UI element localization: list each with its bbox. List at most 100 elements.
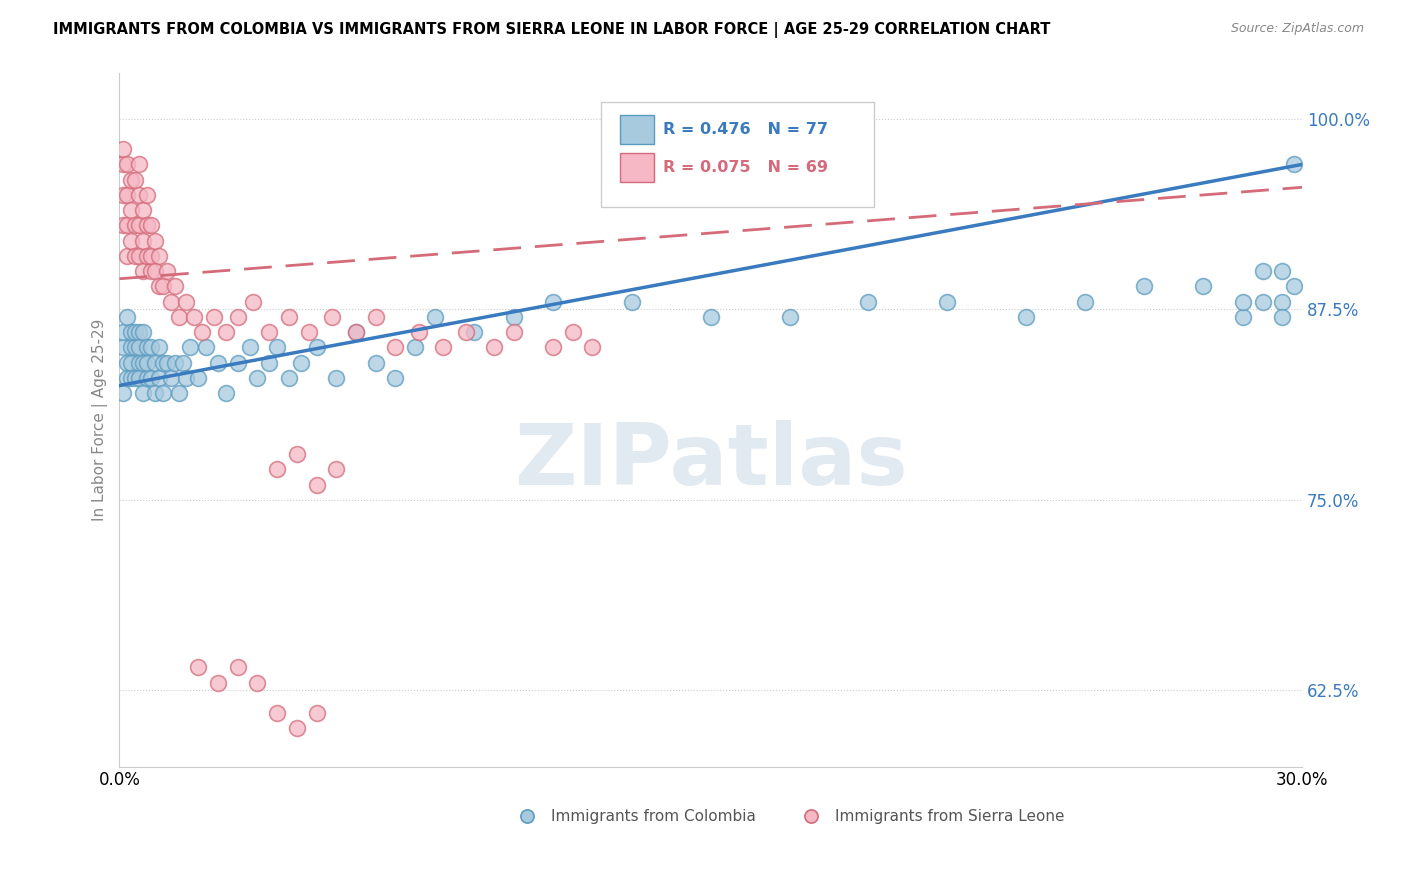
Text: IMMIGRANTS FROM COLOMBIA VS IMMIGRANTS FROM SIERRA LEONE IN LABOR FORCE | AGE 25: IMMIGRANTS FROM COLOMBIA VS IMMIGRANTS F… (53, 22, 1050, 38)
Text: R = 0.476   N = 77: R = 0.476 N = 77 (664, 121, 828, 136)
Point (561, 325, 583, 339)
FancyBboxPatch shape (620, 153, 654, 182)
Point (257, 355, 280, 369)
Point (120, 325, 142, 339)
FancyBboxPatch shape (600, 102, 875, 207)
Point (1271, 264, 1294, 278)
Point (305, 340, 328, 354)
Point (136, 249, 159, 263)
Point (1015, 310, 1038, 324)
Point (163, 279, 186, 293)
Point (148, 371, 170, 385)
Point (305, 706, 328, 721)
Point (128, 188, 150, 202)
Point (148, 340, 170, 354)
Point (1282, 279, 1305, 293)
Point (139, 249, 162, 263)
Point (132, 355, 155, 369)
Point (246, 675, 269, 690)
Point (112, 340, 135, 354)
Point (285, 447, 308, 461)
Point (1133, 279, 1156, 293)
Point (423, 310, 446, 324)
Point (128, 219, 150, 233)
Point (384, 340, 406, 354)
Point (128, 355, 150, 369)
Point (1251, 294, 1274, 309)
Point (620, 294, 643, 309)
Point (1232, 294, 1254, 309)
Point (132, 234, 155, 248)
Point (384, 371, 406, 385)
Point (112, 157, 135, 171)
Point (191, 325, 214, 339)
Point (1251, 264, 1274, 278)
Text: Immigrants from Sierra Leone: Immigrants from Sierra Leone (835, 809, 1064, 824)
Point (179, 340, 201, 354)
Point (112, 219, 135, 233)
Point (266, 340, 288, 354)
Point (226, 310, 249, 324)
Point (132, 203, 155, 218)
Point (344, 325, 367, 339)
Point (936, 294, 959, 309)
Point (143, 264, 166, 278)
Point (148, 249, 170, 263)
Point (207, 355, 229, 369)
Point (404, 340, 426, 354)
Point (139, 371, 162, 385)
Point (1271, 294, 1294, 309)
Point (1074, 294, 1097, 309)
Y-axis label: In Labor Force | Age 25-29: In Labor Force | Age 25-29 (93, 318, 108, 521)
Point (117, 219, 139, 233)
Point (136, 188, 159, 202)
Point (278, 310, 301, 324)
Point (143, 234, 166, 248)
Point (136, 340, 159, 354)
Text: R = 0.075   N = 69: R = 0.075 N = 69 (664, 160, 828, 175)
Point (325, 462, 347, 476)
Point (120, 371, 142, 385)
Point (298, 325, 321, 339)
Point (117, 355, 139, 369)
Point (246, 371, 269, 385)
Point (187, 660, 209, 674)
Point (408, 325, 430, 339)
Point (159, 294, 181, 309)
Point (128, 371, 150, 385)
Point (207, 675, 229, 690)
Point (117, 310, 139, 324)
Point (112, 188, 135, 202)
Point (156, 355, 179, 369)
Point (120, 355, 142, 369)
Point (432, 340, 454, 354)
Point (176, 371, 198, 385)
Point (136, 355, 159, 369)
Point (117, 157, 139, 171)
Point (321, 310, 343, 324)
Point (128, 325, 150, 339)
Point (364, 355, 387, 369)
Point (581, 340, 603, 354)
Text: ZIPatlas: ZIPatlas (513, 420, 908, 503)
Point (176, 294, 198, 309)
Point (482, 340, 505, 354)
Point (285, 722, 308, 736)
Point (159, 371, 181, 385)
Point (124, 371, 146, 385)
Point (124, 340, 146, 354)
Point (128, 157, 150, 171)
Point (112, 142, 135, 156)
Point (364, 310, 387, 324)
Point (226, 660, 249, 674)
Point (163, 355, 186, 369)
Point (128, 340, 150, 354)
Point (132, 386, 155, 401)
Point (1232, 310, 1254, 324)
Point (541, 294, 564, 309)
Point (112, 325, 135, 339)
Point (120, 340, 142, 354)
Point (463, 325, 485, 339)
Point (120, 203, 142, 218)
Point (325, 371, 347, 385)
